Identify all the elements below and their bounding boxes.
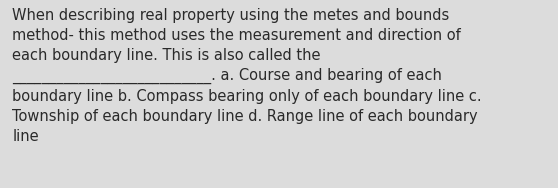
Text: When describing real property using the metes and bounds
method- this method use: When describing real property using the …	[12, 8, 482, 144]
